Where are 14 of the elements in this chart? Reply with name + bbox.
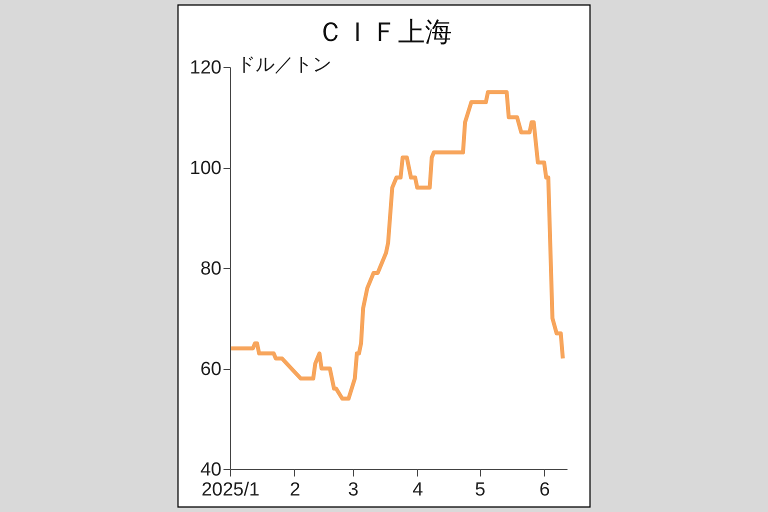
chart-title: ＣＩＦ上海 — [317, 17, 452, 47]
line-series — [228, 90, 565, 401]
y-tick-label: 80 — [200, 258, 222, 280]
x-tick-label: 4 — [412, 480, 424, 500]
x-tick-label: 2025/1 — [201, 480, 260, 500]
y-tick-label: 120 — [190, 58, 222, 78]
y-axis-title: ドル／トン — [236, 54, 332, 76]
x-tick-label: 6 — [539, 480, 550, 500]
x-tick-label: 3 — [348, 480, 359, 500]
x-tick-label: 5 — [474, 480, 486, 500]
x-tick-label: 2 — [290, 480, 300, 500]
y-tick-label: 60 — [200, 359, 222, 380]
y-tick-label: 100 — [190, 158, 222, 179]
y-tick-label: 40 — [200, 460, 222, 480]
